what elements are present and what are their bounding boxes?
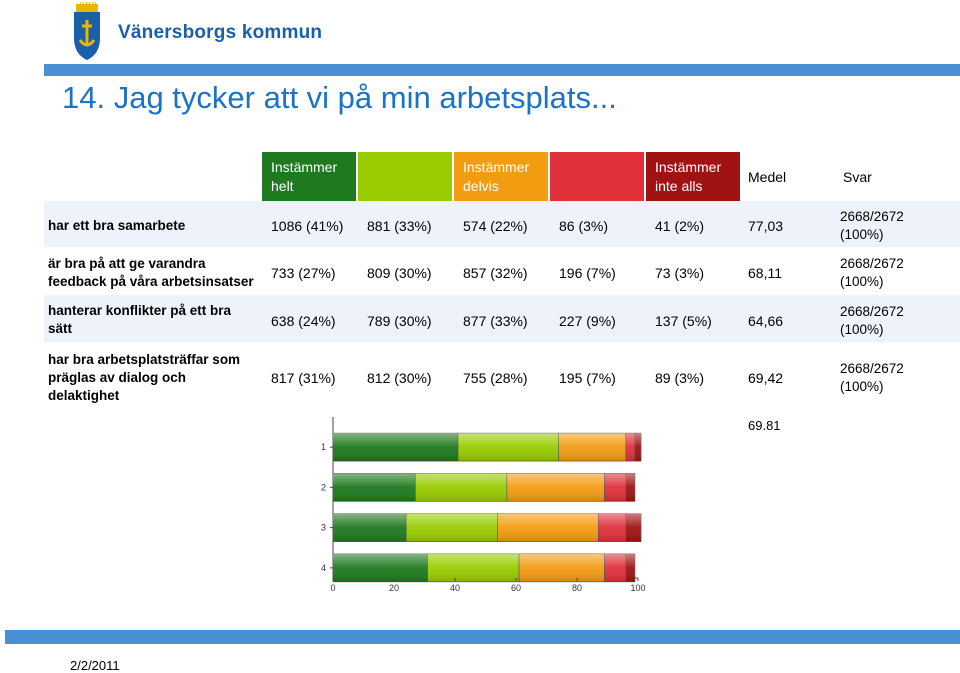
row-3-col4: 227 (9%) [559, 313, 616, 329]
bar-shade-2-4 [604, 473, 626, 502]
row-3-col2: 789 (30%) [367, 313, 432, 329]
row-2-svar: 2668/2672 (100%) [840, 256, 904, 289]
bar-shade-4-5 [625, 553, 635, 582]
stacked-bar-chart: 1 2 3 40 20 40 60 80 100 [305, 403, 660, 618]
bar-shade-1-5 [634, 433, 642, 462]
row-4-col2: 812 (30%) [367, 370, 432, 386]
x-tick-label-80: 80 [572, 583, 582, 593]
x-tick-label-60: 60 [511, 583, 521, 593]
header-color-3 [454, 152, 548, 201]
row-3-instammer-delvis: 877 (33%) [463, 313, 528, 329]
header-instammer-delvis: Instämmer delvis [463, 159, 530, 194]
row-1-instammer-delvis: 574 (22%) [463, 218, 528, 234]
bar-shade-1-3 [558, 433, 626, 462]
total-medel: 69.81 [748, 418, 781, 433]
bar-shade-2-1 [333, 473, 416, 502]
row-4-col4: 195 (7%) [559, 370, 616, 386]
x-tick-label-100: 100 [630, 583, 645, 593]
row-4-instammer-inte-alls: 89 (3%) [655, 370, 705, 386]
bottom-divider [5, 630, 960, 644]
x-tick-label-40: 40 [450, 583, 460, 593]
brand-logo [66, 0, 296, 62]
bar-shade-1-2 [458, 433, 559, 462]
bar-shade-4-3 [519, 553, 605, 582]
row-2-instammer-helt: 733 (27%) [271, 265, 336, 281]
footer-date: 2/2/2011 [70, 658, 120, 673]
row-2-instammer-inte-alls: 73 (3%) [655, 265, 705, 281]
row-3-instammer-helt: 638 (24%) [271, 313, 336, 329]
page-title: 14. Jag tycker att vi på min arbetsplats… [62, 80, 617, 115]
header-medel: Medel [748, 169, 787, 185]
bar-shade-3-2 [406, 513, 498, 542]
row-1-instammer-inte-alls: 41 (2%) [655, 218, 705, 234]
bar-shade-3-5 [625, 513, 642, 542]
bar-shade-3-3 [497, 513, 599, 542]
row-4-medel: 69,42 [748, 370, 784, 386]
row-1-col2: 881 (33%) [367, 218, 432, 234]
top-divider [44, 64, 960, 76]
bar-shade-4-1 [333, 553, 428, 582]
row-1-col4: 86 (3%) [559, 218, 609, 234]
row-2-col2: 809 (30%) [367, 265, 432, 281]
header-color-1 [262, 152, 356, 201]
bar-shade-2-3 [506, 473, 605, 502]
bar-shade-2-2 [415, 473, 507, 502]
row-bg-1 [44, 201, 960, 247]
row-3-instammer-inte-alls: 137 (5%) [655, 313, 712, 329]
row-4-svar: 2668/2672 (100%) [840, 361, 904, 394]
bar-shade-3-4 [598, 513, 626, 542]
bar-shade-3-1 [333, 513, 407, 542]
row-4-instammer-helt: 817 (31%) [271, 370, 336, 386]
header-svar: Svar [843, 169, 872, 185]
row-2-medel: 68,11 [748, 265, 782, 281]
row-4-label: har bra arbetsplatsträffar som präglas a… [48, 352, 241, 403]
bar-shade-1-4 [625, 433, 635, 462]
bar-shade-4-2 [427, 553, 520, 582]
bar-shade-1-1 [333, 433, 459, 462]
row-1-svar: 2668/2672 (100%) [840, 209, 904, 242]
bar-shade-4-4 [604, 553, 626, 582]
y-tick-label-4: 4 [321, 563, 326, 573]
x-tick-label-0: 0 [330, 583, 335, 593]
bar-shade-2-5 [625, 473, 635, 502]
row-2-col4: 196 (7%) [559, 265, 616, 281]
x-tick-label-20: 20 [389, 583, 399, 593]
header-instammer-inte-alls: Instämmer inte alls [655, 159, 722, 194]
row-2-label: är bra på att ge varandra feedback på vå… [48, 256, 254, 289]
header-color-5 [646, 152, 740, 201]
coat-of-arms-icon [74, 0, 100, 60]
y-tick-label-1: 1 [321, 442, 326, 452]
row-1-medel: 77,03 [748, 218, 784, 234]
row-bg-3 [44, 295, 960, 342]
y-tick-label-3: 3 [321, 523, 326, 533]
row-3-label: hanterar konflikter på ett bra sätt [48, 303, 232, 336]
header-color-2 [358, 152, 452, 201]
header-instammer-helt: Instämmer helt [271, 159, 338, 194]
y-tick-label-2: 2 [321, 482, 326, 492]
row-3-svar: 2668/2672 (100%) [840, 304, 904, 337]
brand-name: Vänersborgs kommun [118, 22, 323, 43]
row-3-medel: 64,66 [748, 313, 784, 329]
row-1-label: har ett bra samarbete [48, 218, 186, 233]
header-color-4 [550, 152, 644, 201]
row-1-instammer-helt: 1086 (41%) [271, 218, 344, 234]
row-4-instammer-delvis: 755 (28%) [463, 370, 528, 386]
row-2-instammer-delvis: 857 (32%) [463, 265, 528, 281]
